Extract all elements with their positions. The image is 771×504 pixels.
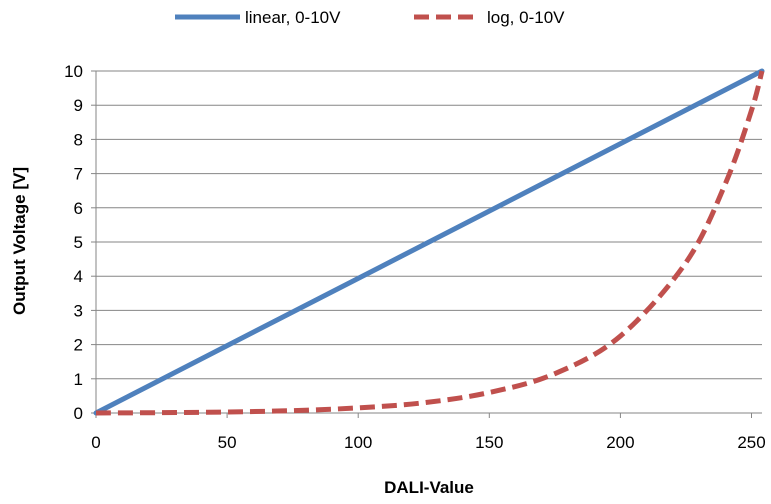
series-layer — [93, 68, 765, 416]
y-tick-label: 7 — [74, 165, 83, 184]
y-tick-label: 2 — [74, 336, 83, 355]
x-tick-label: 50 — [218, 433, 237, 452]
y-axis-title: Output Voltage [V] — [10, 167, 29, 315]
y-tick-label: 6 — [74, 199, 83, 218]
x-tick-label: 200 — [606, 433, 634, 452]
y-tick-label: 9 — [74, 96, 83, 115]
legend-label: log, 0-10V — [487, 8, 565, 27]
y-tick-label: 0 — [74, 404, 83, 423]
y-tick-label: 5 — [74, 233, 83, 252]
y-tick-label: 1 — [74, 370, 83, 389]
x-tick-label: 100 — [344, 433, 372, 452]
legend-label: linear, 0-10V — [245, 8, 341, 27]
x-tick-label: 150 — [475, 433, 503, 452]
series-line-linear — [93, 68, 765, 416]
x-axis-title: DALI-Value — [384, 478, 474, 497]
y-tick-label: 8 — [74, 130, 83, 149]
y-axis-tick-labels: 0 1 2 3 4 5 6 7 8 9 10 — [64, 62, 83, 423]
y-tick-label: 3 — [74, 301, 83, 320]
legend-item: linear, 0-10V — [175, 8, 341, 27]
x-tick-label: 0 — [91, 433, 100, 452]
y-tick-label: 4 — [74, 267, 83, 286]
legend: linear, 0-10V log, 0-10V — [175, 8, 565, 27]
grid-lines — [91, 70, 762, 414]
x-tick-label: 250 — [737, 433, 765, 452]
y-tick-label: 10 — [64, 62, 83, 81]
legend-item: log, 0-10V — [414, 8, 565, 27]
x-axis-tick-labels: 0 50 100 150 200 250 — [91, 433, 765, 452]
